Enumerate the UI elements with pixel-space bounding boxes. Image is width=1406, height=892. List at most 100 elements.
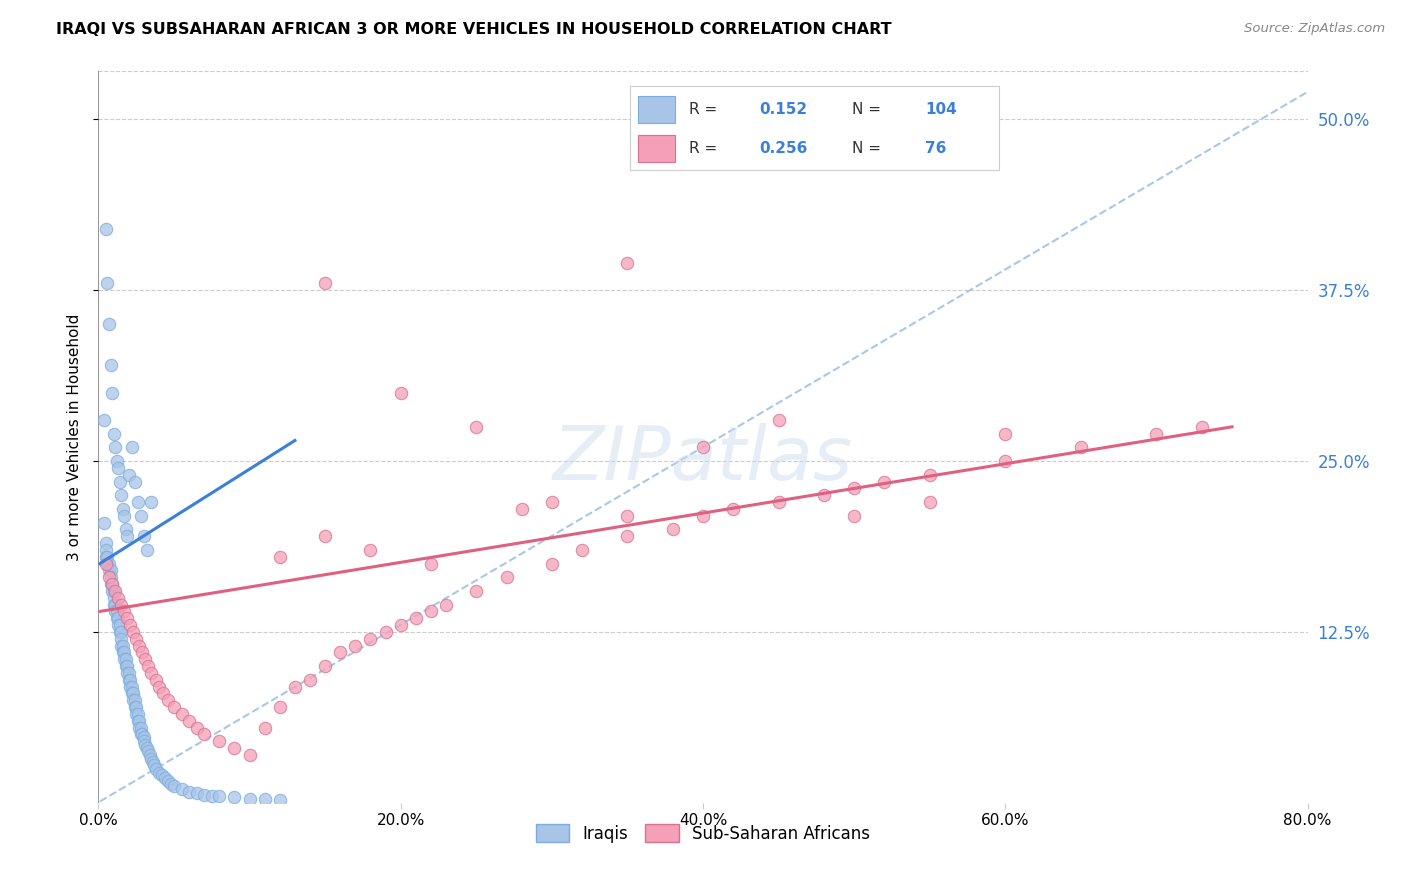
Point bbox=[111, 639, 134, 653]
Point bbox=[540, 495, 562, 509]
Point bbox=[723, 501, 745, 516]
Point bbox=[239, 747, 262, 762]
Point bbox=[299, 673, 322, 687]
Point bbox=[132, 730, 155, 744]
Point bbox=[96, 549, 118, 564]
Point bbox=[1144, 426, 1167, 441]
Point bbox=[163, 700, 186, 714]
Point bbox=[105, 454, 128, 468]
Point bbox=[127, 706, 149, 721]
Point bbox=[208, 789, 231, 803]
Point bbox=[98, 570, 121, 584]
Point bbox=[239, 791, 262, 805]
Point bbox=[420, 604, 443, 618]
Point bbox=[107, 618, 129, 632]
Point bbox=[510, 501, 533, 516]
Point bbox=[314, 659, 336, 673]
Point bbox=[269, 700, 291, 714]
Point bbox=[918, 467, 941, 482]
Point bbox=[389, 618, 412, 632]
Text: IRAQI VS SUBSAHARAN AFRICAN 3 OR MORE VEHICLES IN HOUSEHOLD CORRELATION CHART: IRAQI VS SUBSAHARAN AFRICAN 3 OR MORE VE… bbox=[56, 22, 891, 37]
Point bbox=[124, 693, 146, 707]
Point bbox=[186, 721, 208, 735]
Point bbox=[103, 583, 125, 598]
Point bbox=[193, 788, 215, 802]
Point bbox=[135, 741, 157, 756]
Point bbox=[93, 516, 115, 530]
Point bbox=[329, 645, 352, 659]
Point bbox=[100, 577, 122, 591]
Point bbox=[118, 673, 141, 687]
Point bbox=[112, 508, 135, 523]
Point bbox=[103, 591, 125, 605]
Point bbox=[389, 385, 412, 400]
Point bbox=[692, 508, 714, 523]
Point bbox=[111, 645, 134, 659]
Point bbox=[131, 727, 153, 741]
Point bbox=[120, 673, 142, 687]
Point bbox=[122, 686, 145, 700]
Point bbox=[110, 488, 132, 502]
Point bbox=[101, 577, 124, 591]
Point bbox=[104, 583, 127, 598]
Point bbox=[873, 475, 896, 489]
Point bbox=[994, 454, 1017, 468]
Point bbox=[125, 700, 148, 714]
Text: Source: ZipAtlas.com: Source: ZipAtlas.com bbox=[1244, 22, 1385, 36]
Point bbox=[813, 488, 835, 502]
Point bbox=[616, 508, 638, 523]
Point bbox=[104, 598, 127, 612]
Point bbox=[148, 765, 170, 780]
Point bbox=[128, 639, 150, 653]
Point bbox=[540, 557, 562, 571]
Point bbox=[122, 624, 145, 639]
Point bbox=[142, 755, 165, 769]
Point bbox=[129, 727, 152, 741]
Point bbox=[344, 639, 367, 653]
Point bbox=[98, 563, 121, 577]
Point bbox=[108, 475, 131, 489]
Point bbox=[434, 598, 457, 612]
Point bbox=[156, 773, 179, 788]
Point bbox=[844, 508, 866, 523]
Point bbox=[139, 747, 162, 762]
Point bbox=[616, 256, 638, 270]
Point bbox=[107, 611, 129, 625]
Point bbox=[152, 686, 174, 700]
Point bbox=[127, 714, 149, 728]
Point bbox=[125, 632, 148, 646]
Point bbox=[108, 618, 131, 632]
Point bbox=[129, 508, 152, 523]
Point bbox=[253, 791, 276, 805]
Point bbox=[465, 583, 488, 598]
Point bbox=[314, 277, 336, 291]
Point bbox=[465, 420, 488, 434]
Point bbox=[107, 460, 129, 475]
Point bbox=[101, 385, 124, 400]
Point bbox=[112, 652, 135, 666]
Point bbox=[110, 624, 132, 639]
Point bbox=[105, 611, 128, 625]
Point bbox=[94, 536, 117, 550]
Point bbox=[121, 440, 143, 454]
Point bbox=[128, 714, 150, 728]
Point bbox=[100, 563, 122, 577]
Point bbox=[314, 529, 336, 543]
Point bbox=[107, 591, 129, 605]
Point bbox=[179, 785, 201, 799]
Point bbox=[124, 700, 146, 714]
Point bbox=[571, 542, 593, 557]
Point bbox=[360, 632, 382, 646]
Point bbox=[661, 522, 683, 536]
Point bbox=[121, 686, 143, 700]
Point bbox=[128, 721, 150, 735]
Point bbox=[122, 693, 145, 707]
Point bbox=[132, 529, 155, 543]
Point bbox=[94, 549, 117, 564]
Point bbox=[104, 604, 127, 618]
Point bbox=[224, 790, 246, 805]
Point bbox=[768, 495, 790, 509]
Point bbox=[115, 529, 138, 543]
Point bbox=[115, 665, 138, 680]
Point bbox=[136, 659, 159, 673]
